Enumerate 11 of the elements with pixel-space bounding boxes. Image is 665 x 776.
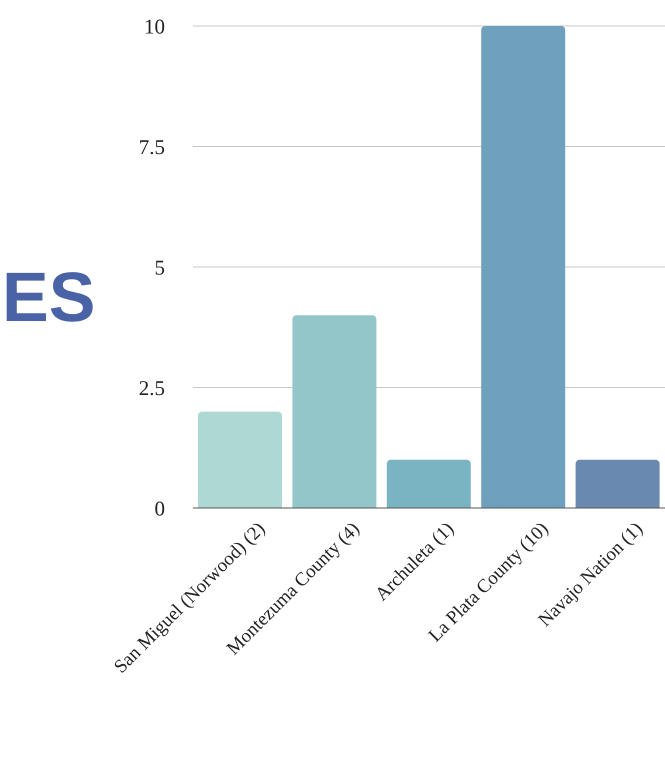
bar	[198, 412, 282, 508]
y-tick-label: 10	[144, 14, 165, 38]
y-tick-label: 7.5	[138, 134, 165, 159]
y-tick-label: 2.5	[138, 376, 165, 400]
y-tick-label: 5	[154, 255, 165, 280]
bar	[481, 26, 566, 508]
bar	[386, 460, 471, 508]
bar	[576, 460, 660, 508]
text: ES	[2, 258, 96, 336]
bar	[292, 315, 376, 508]
y-tick-label: 0	[154, 496, 165, 520]
